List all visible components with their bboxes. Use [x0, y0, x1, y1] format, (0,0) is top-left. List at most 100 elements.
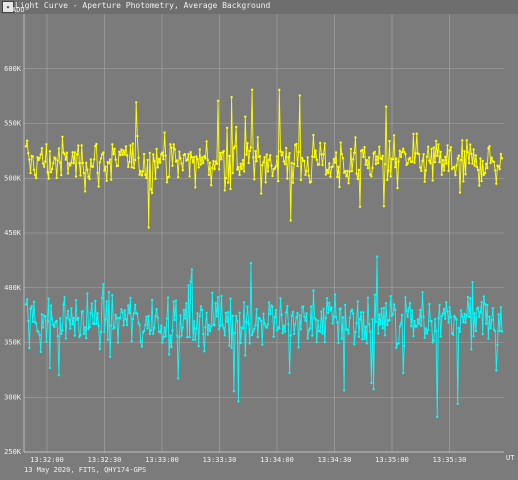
data-point: [400, 313, 404, 317]
data-point: [436, 415, 439, 419]
data-point: [469, 297, 472, 300]
data-point: [371, 166, 374, 170]
data-point: [359, 311, 363, 314]
data-point: [483, 171, 487, 175]
data-point: [213, 324, 216, 327]
data-point: [423, 336, 426, 340]
data-point: [464, 321, 467, 324]
data-point: [497, 165, 500, 168]
data-point: [263, 155, 266, 159]
data-point: [31, 320, 34, 323]
data-point: [431, 179, 434, 182]
data-point: [328, 301, 331, 305]
data-point: [210, 184, 213, 187]
data-point: [272, 335, 275, 338]
data-point: [404, 152, 407, 156]
data-point: [409, 325, 413, 328]
data-point: [286, 304, 289, 308]
data-point: [308, 327, 312, 330]
title-bar[interactable]: ✦ Light Curve - Aperture Photometry, Ave…: [0, 0, 518, 14]
data-point: [353, 151, 356, 155]
data-point: [463, 150, 466, 153]
data-point: [436, 154, 439, 158]
data-point: [441, 159, 445, 162]
data-point: [332, 157, 336, 161]
data-point: [370, 381, 373, 385]
data-point: [394, 166, 397, 169]
data-point: [239, 162, 242, 165]
data-point: [392, 134, 396, 137]
data-point: [108, 158, 112, 161]
data-point: [472, 148, 475, 151]
data-point: [445, 301, 448, 304]
data-point: [66, 172, 70, 175]
data-point: [216, 296, 220, 299]
data-point: [57, 147, 61, 150]
data-point: [311, 155, 314, 158]
data-point: [86, 168, 89, 171]
data-point: [123, 153, 127, 156]
data-point: [44, 315, 47, 318]
data-point: [45, 340, 48, 343]
data-point: [58, 317, 62, 320]
data-point: [41, 326, 45, 329]
data-point: [102, 283, 105, 286]
data-point: [132, 312, 136, 315]
data-point: [113, 147, 116, 151]
data-point: [199, 305, 203, 308]
data-point: [296, 311, 299, 315]
data-point: [88, 177, 91, 181]
data-point: [275, 329, 279, 332]
data-point: [70, 161, 73, 164]
data-point: [440, 173, 443, 176]
data-point: [83, 190, 87, 193]
data-point: [412, 334, 415, 338]
data-point: [136, 312, 139, 315]
data-point: [398, 149, 401, 152]
data-point: [222, 150, 225, 153]
data-point: [459, 309, 463, 312]
data-point: [52, 323, 55, 326]
data-point: [37, 330, 40, 334]
x-axis-label: UT: [506, 454, 515, 462]
data-point: [255, 308, 258, 311]
data-point: [447, 321, 450, 324]
data-point: [223, 189, 226, 192]
data-point: [339, 141, 342, 144]
data-point: [172, 300, 175, 303]
data-point: [282, 324, 286, 327]
data-point: [64, 337, 68, 340]
data-point: [394, 308, 397, 312]
data-point: [110, 324, 113, 327]
data-point: [194, 338, 197, 341]
data-point: [267, 158, 271, 162]
data-point: [197, 166, 200, 169]
data-point: [432, 146, 435, 149]
data-point: [95, 322, 98, 326]
data-point: [107, 161, 111, 165]
data-point: [116, 164, 120, 167]
data-point: [497, 313, 500, 316]
data-point: [150, 298, 154, 302]
data-point: [25, 298, 29, 301]
data-point: [200, 156, 204, 159]
data-point: [74, 299, 78, 302]
data-point: [194, 186, 197, 189]
data-point: [147, 226, 150, 229]
data-point: [173, 318, 176, 322]
data-point: [269, 312, 272, 316]
data-point: [154, 177, 157, 180]
data-point: [237, 400, 240, 403]
data-point: [296, 164, 299, 168]
data-point: [205, 140, 208, 143]
data-point: [282, 160, 286, 163]
data-point: [472, 335, 475, 338]
data-point: [348, 316, 351, 320]
data-point: [70, 307, 73, 310]
data-point: [453, 165, 456, 169]
lightcurve-app-icon[interactable]: ✦: [2, 1, 14, 13]
data-point: [206, 333, 209, 336]
data-point: [179, 157, 182, 160]
data-point: [219, 324, 222, 328]
data-point: [206, 159, 209, 162]
